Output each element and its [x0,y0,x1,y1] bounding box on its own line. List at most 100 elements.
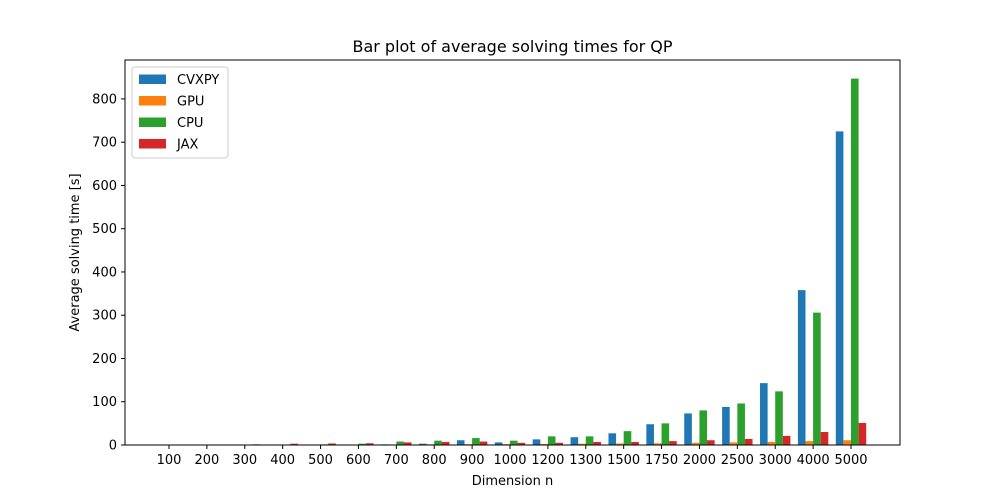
bar-gpu-2000 [691,442,700,445]
bar-cvxpy-3000 [760,383,768,445]
bar-cpu-4000 [813,312,821,445]
bar-cpu-1500 [623,431,632,445]
plot-frame [124,59,901,446]
bar-jax-2000 [707,440,715,445]
x-tick-label: 100 [157,453,182,468]
legend-label-jax: JAX [176,138,198,153]
x-tick-label: 400 [270,453,295,468]
bar-cvxpy-5000 [835,131,844,445]
legend-box [131,66,229,159]
bar-jax-1000 [517,442,526,445]
y-tick-label: 200 [92,352,117,367]
x-tick-label: 700 [384,453,409,468]
legend-swatch-cpu [139,117,166,127]
legend-swatch-gpu [139,96,166,106]
x-tick-label: 2000 [683,453,716,468]
bar-cvxpy-1750 [646,424,654,445]
bar-cvxpy-2000 [684,413,692,445]
y-tick-label: 600 [92,179,117,194]
bar-gpu-1500 [616,443,624,445]
bar-gpu-1750 [653,443,662,445]
x-tick-label: 800 [422,453,447,468]
bar-gpu-5000 [843,440,851,445]
bar-cvxpy-4000 [797,290,806,445]
bar-cvxpy-1500 [608,433,617,445]
series-jax [176,422,867,445]
x-tick-label: 1300 [569,453,602,468]
bar-jax-700 [403,442,412,445]
x-tick-label: 5000 [834,453,867,468]
y-axis: 0 100 200 300 400 500 600 700 800 [92,92,125,454]
y-tick-label: 100 [92,395,117,410]
y-tick-label: 300 [92,309,117,324]
bar-cpu-2500 [737,403,745,445]
bar-jax-3000 [782,435,791,445]
bar-cpu-1750 [661,423,670,445]
bar-cpu-800 [434,440,442,445]
bar-jax-1200 [555,442,564,445]
legend-label-cvxpy: CVXPY [177,73,219,88]
legend-swatch-cvxpy [139,74,166,84]
x-axis: 100 200 300 400 500 600 700 800 900 1000 1200 1300 1… [157,445,868,468]
series-cvxpy [153,131,844,445]
legend-swatch-jax [139,139,166,149]
bar-cpu-700 [396,441,404,445]
bar-jax-4000 [820,432,829,445]
x-tick-label: 200 [194,453,219,468]
x-tick-label: 500 [308,453,333,468]
y-tick-label: 500 [92,222,117,237]
bar-cvxpy-2500 [722,406,730,445]
bar-cpu-5000 [851,78,859,445]
bar-jax-1500 [631,441,639,445]
bar-gpu-1300 [578,443,586,445]
x-tick-label: 1500 [607,453,640,468]
bar-jax-1750 [669,441,677,445]
y-tick-label: 400 [92,265,117,280]
bar-cpu-900 [472,438,480,445]
bar-cvxpy-1200 [532,439,541,445]
x-tick-label: 300 [232,453,257,468]
x-tick-label: 1000 [493,453,526,468]
bar-cvxpy-800 [419,443,427,445]
bar-jax-2500 [744,438,753,445]
legend: CVXPY GPU CPU JAX [131,66,229,159]
series-cpu [169,78,859,445]
bar-cpu-600 [358,443,367,445]
x-tick-label: 2500 [721,453,754,468]
y-tick-label: 0 [109,439,117,454]
y-tick-label: 700 [92,136,117,151]
bar-cpu-3000 [775,391,783,445]
bar-cvxpy-900 [456,440,465,445]
bar-cvxpy-1000 [494,442,503,445]
x-axis-label: Dimension n [472,474,553,489]
y-axis-label: Average solving time [s] [68,173,83,331]
legend-label-gpu: GPU [177,95,204,110]
bar-jax-5000 [858,422,867,445]
x-tick-label: 4000 [797,453,830,468]
bar-gpu-3000 [767,441,776,445]
bar-jax-800 [441,441,450,445]
bar-cvxpy-1300 [570,437,579,445]
bar-cpu-2000 [699,410,708,445]
x-tick-label: 1750 [645,453,678,468]
legend-label-cpu: CPU [177,116,203,131]
bar-jax-1300 [593,441,601,445]
bar-jax-900 [479,441,488,445]
bar-gpu-4000 [805,441,814,445]
bar-cpu-1200 [547,436,556,445]
x-tick-label: 1200 [531,453,564,468]
bar-jax-600 [366,443,374,445]
bar-cpu-1300 [585,436,594,445]
y-tick-label: 800 [92,92,117,107]
chart-title: Bar plot of average solving times for QP [352,37,672,56]
x-tick-label: 3000 [759,453,792,468]
bar-jax-400 [290,443,298,445]
bar-jax-500 [328,443,336,445]
plot-area [153,78,867,445]
bar-gpu-1200 [540,443,548,445]
x-tick-label: 600 [346,453,371,468]
bar-cpu-1000 [510,440,518,445]
bar-gpu-2500 [729,442,738,445]
x-tick-label: 900 [460,453,485,468]
